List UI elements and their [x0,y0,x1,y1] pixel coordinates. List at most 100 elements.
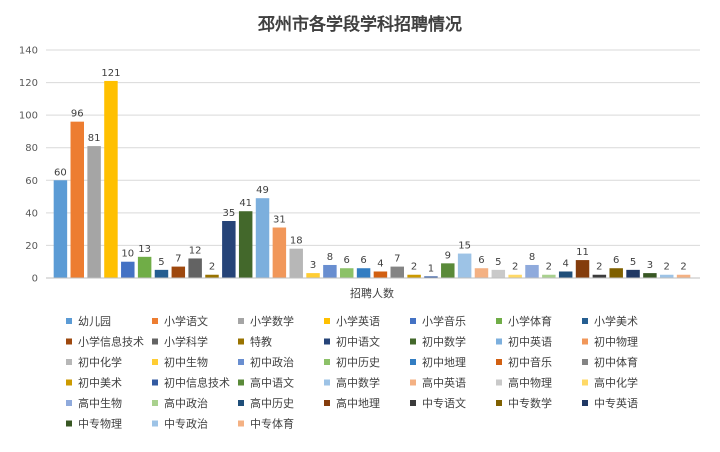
legend-label: 小学音乐 [422,314,466,328]
bar [457,253,472,278]
chart-title: 邳州市各学段学科招聘情况 [257,14,462,35]
data-label: 3 [310,260,316,271]
data-label: 49 [256,185,269,196]
bar [238,211,253,278]
legend-swatch [410,318,416,324]
bar [525,264,539,278]
data-label: 2 [512,262,518,273]
legend-swatch [582,318,588,324]
y-tick-label: 20 [25,241,38,252]
data-label: 2 [680,262,686,273]
legend-swatch [238,379,244,386]
bar [323,264,337,278]
data-label: 18 [290,236,303,247]
legend-swatch [410,359,416,365]
y-tick-label: 100 [19,111,38,122]
data-label: 6 [613,255,619,266]
legend-swatch [582,400,588,406]
bars [53,80,691,279]
legend-label: 初中语文 [336,335,380,349]
legend-label: 初中英语 [508,335,552,349]
data-label: 9 [445,250,451,261]
legend-label: 幼儿园 [78,315,111,328]
legend-swatch [496,318,502,324]
legend-label: 小学信息技术 [78,335,144,349]
bar [424,276,438,278]
bar [592,274,607,278]
data-label: 4 [377,258,383,269]
bar [306,273,320,278]
data-label: 6 [360,255,366,266]
data-label: 121 [101,68,120,79]
data-label: 31 [273,215,286,226]
legend-swatch [238,420,244,427]
data-label: 41 [239,198,252,209]
bar [188,258,202,278]
legend-swatch [238,338,244,345]
legend-label: 初中物理 [594,335,638,349]
legend-label: 中专语文 [422,396,466,410]
legend-label: 高中化学 [594,376,638,390]
legend-swatch [238,318,244,324]
data-label: 15 [458,241,471,252]
legend-label: 高中生物 [78,396,122,410]
legend-swatch [496,359,502,365]
bar [373,271,388,278]
bar [390,266,404,278]
data-label: 8 [529,252,535,263]
x-axis-label: 招聘人数 [350,286,394,300]
legend-swatch [410,379,416,386]
data-label: 6 [344,255,350,266]
legend-label: 初中音乐 [508,355,552,369]
y-tick-label: 40 [25,208,38,219]
bar [356,268,371,278]
bar [137,256,152,278]
legend-swatch [582,338,588,345]
bar [171,266,186,278]
legend-swatch [66,318,72,324]
legend-swatch [324,379,330,386]
bar [626,269,640,278]
data-label: 12 [189,245,202,256]
legend-label: 中专政治 [164,417,208,431]
data-label: 11 [576,247,589,258]
y-tick-label: 140 [19,46,38,57]
legend-swatch [238,400,244,406]
bar [643,273,657,278]
bar [508,274,522,278]
legend-label: 初中数学 [422,335,466,349]
bar [558,271,573,278]
legend-label: 特教 [250,335,272,349]
data-label: 10 [121,249,134,260]
legend-label: 小学美术 [594,314,638,328]
legend-swatch [152,379,158,386]
legend-swatch [152,400,158,406]
data-label: 5 [158,257,164,268]
legend-swatch [496,379,502,386]
data-label: 1 [428,263,434,274]
data-label: 5 [630,257,636,268]
legend-swatch [496,338,502,345]
y-tick-label: 60 [25,176,38,187]
legend-label: 小学体育 [508,314,552,328]
legend-label: 高中数学 [336,376,380,390]
legend-swatch [152,318,158,324]
legend-label: 初中化学 [78,355,122,369]
legend-label: 初中体育 [594,355,638,369]
bar [70,121,84,279]
data-label: 81 [88,133,101,144]
legend-label: 高中英语 [422,376,466,390]
data-label: 35 [222,208,235,219]
bar [542,274,556,278]
data-label: 2 [209,262,215,273]
bar [272,227,287,278]
bar [53,180,68,278]
legend-swatch [496,400,502,406]
data-label: 2 [596,262,602,273]
bar [407,274,421,278]
legend-swatch [152,359,158,365]
bar [575,260,590,278]
bar [609,268,623,278]
